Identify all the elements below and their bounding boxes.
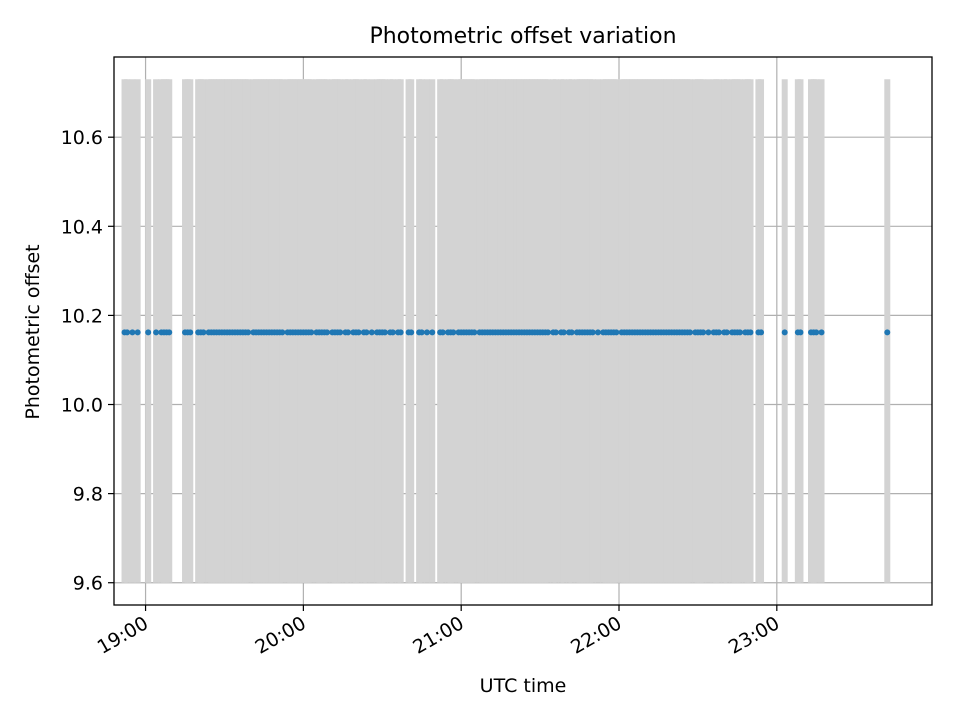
data-point <box>429 329 436 336</box>
data-point <box>797 329 804 336</box>
y-tick-label: 10.2 <box>61 305 103 327</box>
data-point <box>705 329 712 336</box>
data-point <box>324 329 331 336</box>
data-point <box>279 329 286 336</box>
data-point <box>450 329 457 336</box>
data-point <box>368 329 375 336</box>
data-point <box>813 329 820 336</box>
data-point <box>439 329 446 336</box>
y-tick-label: 10.6 <box>61 127 103 149</box>
data-point <box>187 329 194 336</box>
y-axis-label: Photometric offset <box>22 244 44 419</box>
y-tick-label: 9.6 <box>73 573 103 595</box>
data-point <box>308 329 315 336</box>
data-point <box>613 329 620 336</box>
y-tick-label: 9.8 <box>73 484 103 506</box>
x-axis-label: UTC time <box>480 675 567 697</box>
data-point <box>818 329 825 336</box>
data-point <box>337 329 344 336</box>
data-point <box>884 329 891 336</box>
data-point <box>552 329 559 336</box>
data-point <box>363 329 370 336</box>
data-point <box>544 329 551 336</box>
chart-title: Photometric offset variation <box>369 24 676 49</box>
data-point <box>560 329 567 336</box>
data-point <box>568 329 575 336</box>
y-axis-ticks: 9.6 9.8 10.0 10.2 10.4 10.6 <box>61 127 114 595</box>
data-point <box>245 329 252 336</box>
data-point <box>700 329 707 336</box>
y-tick-label: 10.4 <box>61 216 103 238</box>
data-point <box>736 329 743 336</box>
data-point <box>589 329 596 336</box>
data-point <box>687 329 694 336</box>
data-point <box>345 329 352 336</box>
data-point <box>381 329 388 336</box>
data-point <box>355 329 362 336</box>
data-point <box>134 329 141 336</box>
data-point <box>145 329 152 336</box>
plot-frame <box>113 56 933 606</box>
data-point <box>129 329 136 336</box>
data-point <box>389 329 396 336</box>
data-point <box>594 329 601 336</box>
data-point <box>758 329 765 336</box>
data-point <box>200 329 207 336</box>
data-point <box>715 329 722 336</box>
data-point <box>471 329 478 336</box>
data-point <box>723 329 730 336</box>
data-point <box>153 329 160 336</box>
data-point <box>166 329 173 336</box>
data-point <box>747 329 754 336</box>
data-points <box>121 329 891 336</box>
data-point <box>408 329 415 336</box>
data-point <box>418 329 425 336</box>
y-tick-label: 10.0 <box>61 395 103 417</box>
data-point <box>124 329 131 336</box>
data-point <box>423 329 430 336</box>
data-point <box>781 329 788 336</box>
data-point <box>397 329 404 336</box>
